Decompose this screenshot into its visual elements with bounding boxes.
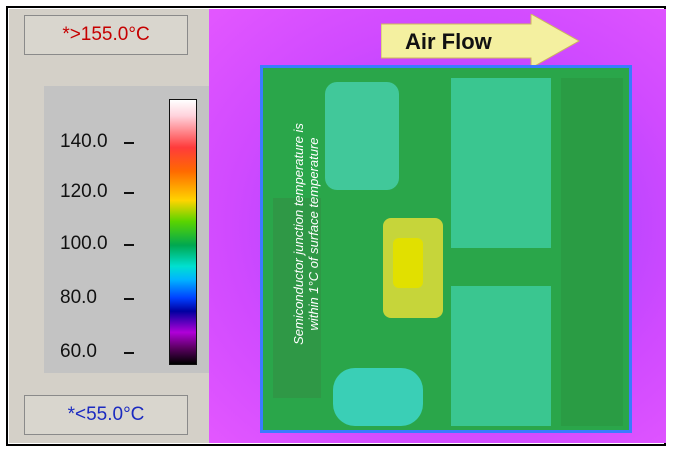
tick-label-140: 140.0	[60, 131, 108, 152]
airflow-arrow-icon	[381, 14, 581, 68]
tick-label-80: 80.0	[60, 287, 97, 308]
tick-label-100: 100.0	[60, 233, 108, 254]
thermal-image: Air Flow Semiconductor junction temperat…	[209, 9, 666, 443]
tick-label-120: 120.0	[60, 181, 108, 202]
tick-mark	[124, 244, 134, 246]
min-temp-label: *<55.0°C	[67, 404, 145, 425]
airflow-label: Air Flow	[405, 29, 492, 54]
tick-label-60: 60.0	[60, 341, 97, 362]
tick-mark	[124, 192, 134, 194]
annotation-line-1: Semiconductor junction temperature is	[291, 123, 306, 345]
tick-mark	[124, 142, 134, 144]
annotation-line-2: within 1°C of surface temperature	[306, 137, 321, 331]
component-block	[273, 198, 321, 398]
hotspot	[393, 238, 423, 288]
circuit-board-thermal	[260, 65, 632, 433]
tick-mark	[124, 298, 134, 300]
color-scale-bar	[169, 99, 197, 365]
component-block	[451, 78, 551, 248]
tick-mark	[124, 352, 134, 354]
max-temp-label: *>155.0°C	[62, 24, 150, 45]
component-block	[325, 82, 399, 190]
component-block	[333, 368, 423, 426]
min-temp-box: *<55.0°C	[24, 395, 188, 435]
max-temp-box: *>155.0°C	[24, 15, 188, 55]
component-block	[451, 286, 551, 426]
component-block	[561, 78, 623, 426]
temperature-annotation: Semiconductor junction temperature is wi…	[291, 59, 321, 409]
